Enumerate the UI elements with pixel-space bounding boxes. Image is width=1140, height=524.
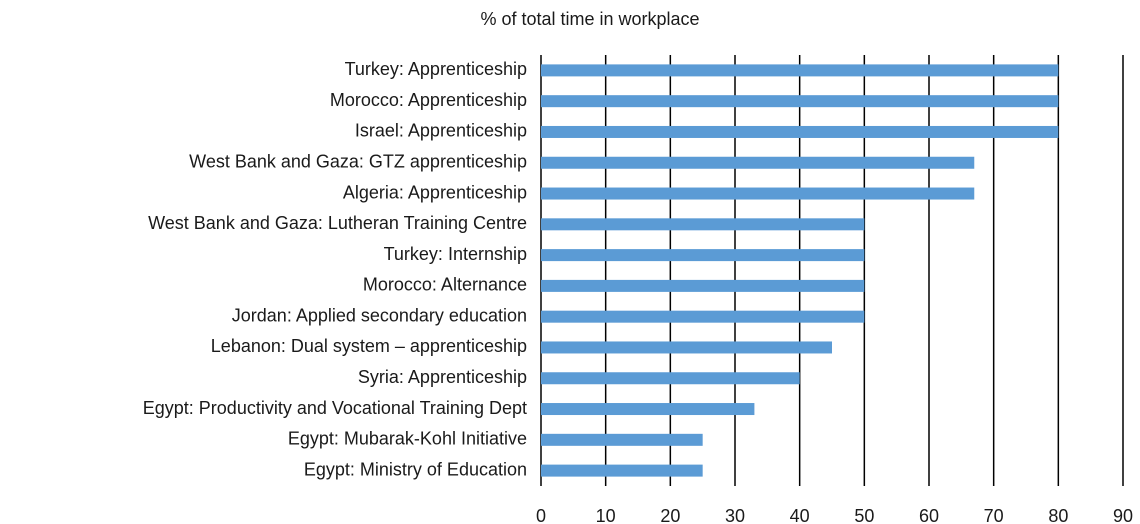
x-tick-label: 30: [725, 506, 745, 524]
x-tick-label: 10: [596, 506, 616, 524]
x-tick-label: 60: [919, 506, 939, 524]
x-tick-label: 20: [660, 506, 680, 524]
y-tick-label: Syria: Apprenticeship: [358, 367, 527, 387]
bar: [541, 95, 1059, 108]
chart-title: % of total time in workplace: [480, 9, 699, 29]
bar: [541, 64, 1059, 77]
x-tick-label: 90: [1113, 506, 1133, 524]
y-tick-label: Jordan: Applied secondary education: [232, 305, 527, 325]
y-tick-label: West Bank and Gaza: GTZ apprenticeship: [189, 152, 527, 172]
y-tick-label: Israel: Apprenticeship: [355, 121, 527, 141]
x-tick-label: 0: [536, 506, 546, 524]
bar: [541, 156, 975, 169]
bar: [541, 187, 975, 200]
bar: [541, 403, 755, 416]
bar: [541, 249, 865, 262]
bar: [541, 464, 703, 477]
y-tick-label: Turkey: Internship: [384, 244, 527, 264]
x-tick-label: 70: [984, 506, 1004, 524]
y-tick-label: Morocco: Apprenticeship: [330, 90, 527, 110]
y-tick-label: Egypt: Ministry of Education: [304, 459, 527, 479]
x-tick-label: 80: [1048, 506, 1068, 524]
bar: [541, 310, 865, 323]
y-tick-label: Algeria: Apprenticeship: [343, 182, 527, 202]
y-tick-label: Morocco: Alternance: [363, 275, 527, 295]
bar: [541, 372, 800, 385]
x-tick-label: 50: [854, 506, 874, 524]
y-tick-label: Turkey: Apprenticeship: [345, 59, 527, 79]
bar: [541, 341, 832, 354]
y-tick-label: West Bank and Gaza: Lutheran Training Ce…: [148, 213, 527, 233]
y-tick-label: Lebanon: Dual system – apprenticeship: [211, 336, 527, 356]
bar: [541, 279, 865, 292]
bar: [541, 125, 1059, 138]
y-tick-label: Egypt: Productivity and Vocational Train…: [143, 398, 527, 418]
x-tick-label: 40: [790, 506, 810, 524]
y-tick-label: Egypt: Mubarak-Kohl Initiative: [288, 429, 527, 449]
bar: [541, 433, 703, 446]
bar: [541, 218, 865, 231]
